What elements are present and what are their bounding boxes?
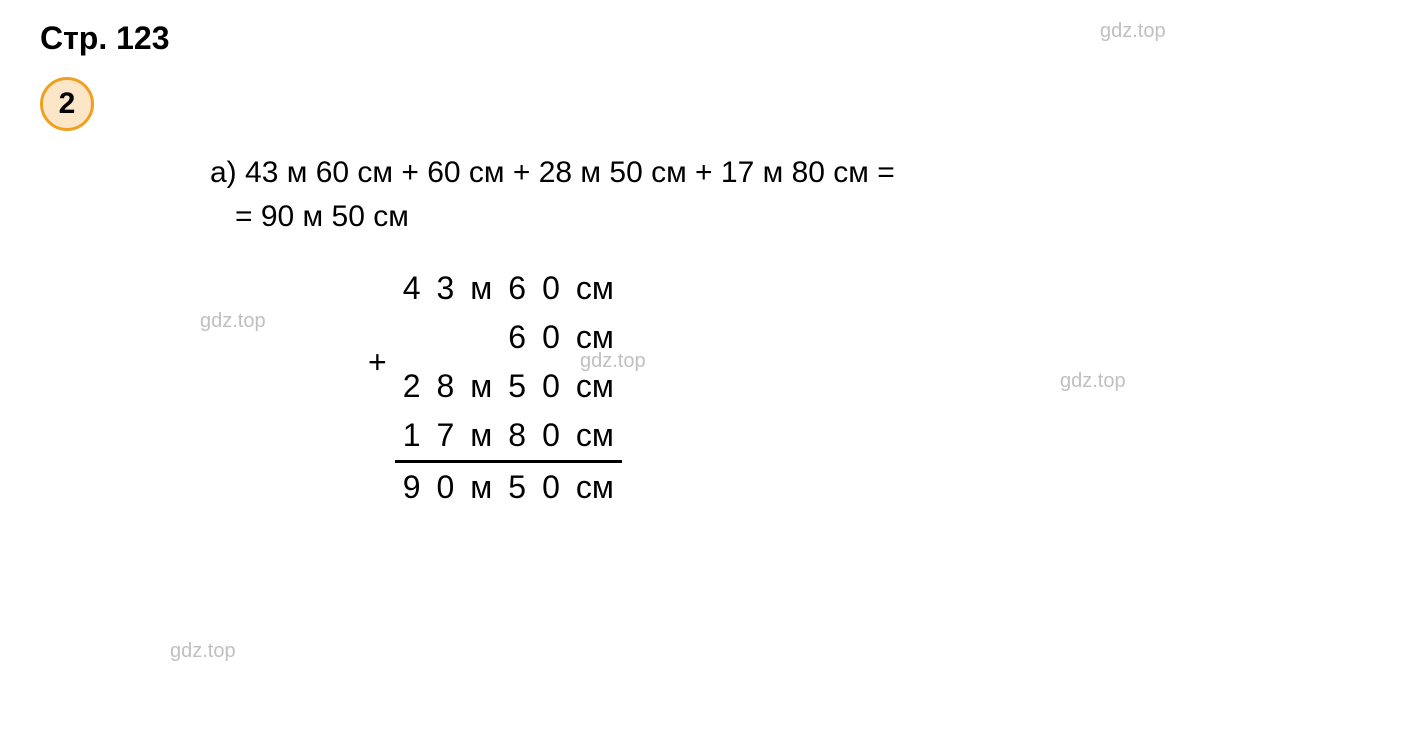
calc-row-1: + 4 3 м 6 0 см [360, 264, 622, 313]
calc-row-4: 1 7 м 8 0 см [360, 411, 622, 462]
unit-m: м [462, 264, 500, 313]
equation-expression: а) 43 м 60 см + 60 см + 28 м 50 см + 17 … [210, 156, 1388, 190]
watermark: gdz.top [1100, 20, 1166, 43]
calc-cell: 8 [500, 411, 534, 462]
watermark: gdz.top [200, 310, 266, 333]
unit-cm: см [568, 264, 622, 313]
calc-cell: 5 [500, 462, 534, 513]
calc-cell: 1 [395, 411, 429, 462]
calc-cell: 0 [534, 362, 568, 411]
calc-cell: 7 [428, 411, 462, 462]
unit-m: м [462, 411, 500, 462]
calculation-table: + 4 3 м 6 0 см 6 0 см 2 8 м 5 0 см 1 7 м… [360, 264, 622, 512]
calc-cell: 4 [395, 264, 429, 313]
calc-cell: 0 [534, 313, 568, 362]
problem-number-container: 2 [40, 77, 1388, 131]
calc-row-sum: 9 0 м 5 0 см [360, 462, 622, 513]
calc-cell: 0 [534, 411, 568, 462]
problem-badge: 2 [40, 77, 94, 131]
calc-cell: 5 [500, 362, 534, 411]
unit-cm: см [568, 462, 622, 513]
calc-cell: 6 [500, 264, 534, 313]
calc-cell: 0 [428, 462, 462, 513]
calc-cell: 3 [428, 264, 462, 313]
calc-cell: 2 [395, 362, 429, 411]
calc-cell: 0 [534, 264, 568, 313]
unit-m-empty [462, 313, 500, 362]
unit-cm: см [568, 411, 622, 462]
watermark: gdz.top [580, 350, 646, 373]
calc-cell: 8 [428, 362, 462, 411]
calc-cell [428, 313, 462, 362]
calc-cell: 0 [534, 462, 568, 513]
page-header: Стр. 123 [40, 20, 1388, 57]
calc-cell [395, 313, 429, 362]
calc-cell: 9 [395, 462, 429, 513]
unit-m: м [462, 462, 500, 513]
unit-m: м [462, 362, 500, 411]
calc-cell: 6 [500, 313, 534, 362]
equation-part-label: а) [210, 156, 237, 189]
plus-sign: + [360, 264, 395, 462]
equation-result: = 90 м 50 см [235, 200, 1388, 234]
equation-text: 43 м 60 см + 60 см + 28 м 50 см + 17 м 8… [245, 156, 895, 189]
watermark: gdz.top [1060, 370, 1126, 393]
watermark: gdz.top [170, 640, 236, 663]
